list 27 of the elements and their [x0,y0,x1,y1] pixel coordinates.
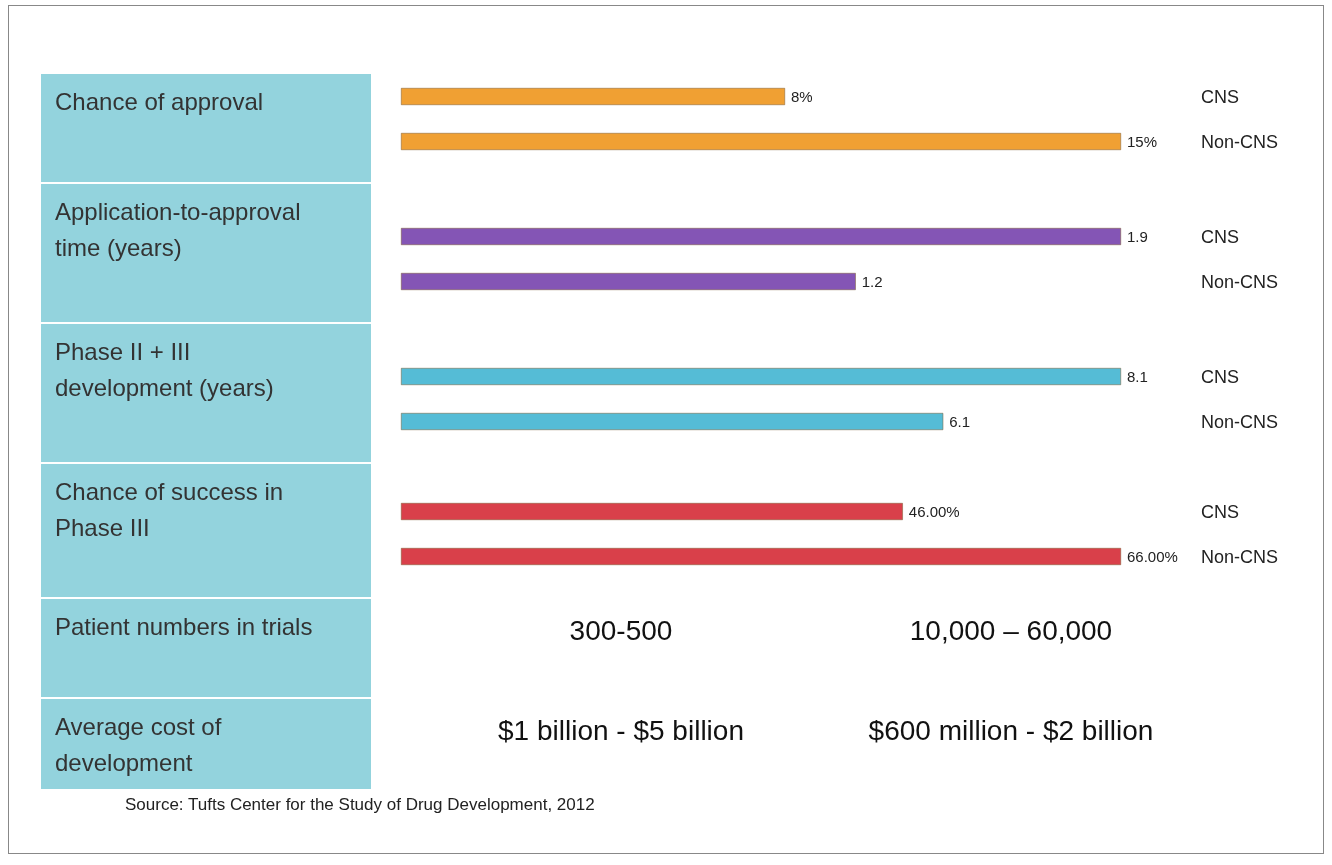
source-note: Source: Tufts Center for the Study of Drug Development, 2012 [125,795,595,815]
text: $600 million - $2 billion [867,715,1155,747]
data-label: 15% [1127,133,1158,150]
data-label: 66.00% [1127,548,1178,565]
y-tick-label: CNS [1201,366,1240,387]
text: Application-to-approval time (years) [55,197,302,263]
y-tick-label: CNS [1201,226,1240,247]
data-label: 6.1 [949,413,971,430]
data-label: 1.9 [1127,228,1148,245]
text: Chance of approval [55,87,265,117]
text: Phase II + III development (years) [55,337,275,403]
text: Chance of success in Phase III [55,477,285,543]
y-tick-label: CNS [1201,501,1240,522]
text: 300-500 [568,615,674,647]
data-label: 8.1 [1127,368,1148,385]
data-label: 1.2 [861,273,883,290]
data-label: 8% [791,88,813,105]
y-tick-label: Non-CNS [1201,131,1279,152]
text: $1 billion - $5 billion [497,715,745,747]
y-tick-label: Non-CNS [1201,411,1279,432]
text: Average cost of development [55,712,223,778]
text: 10,000 – 60,000 [908,615,1114,647]
y-tick-label: Non-CNS [1201,271,1279,292]
data-label: 46.00% [908,503,960,520]
y-tick-label: Non-CNS [1201,546,1279,567]
y-tick-label: CNS [1201,86,1240,107]
text: Patient numbers in trials [55,612,314,642]
